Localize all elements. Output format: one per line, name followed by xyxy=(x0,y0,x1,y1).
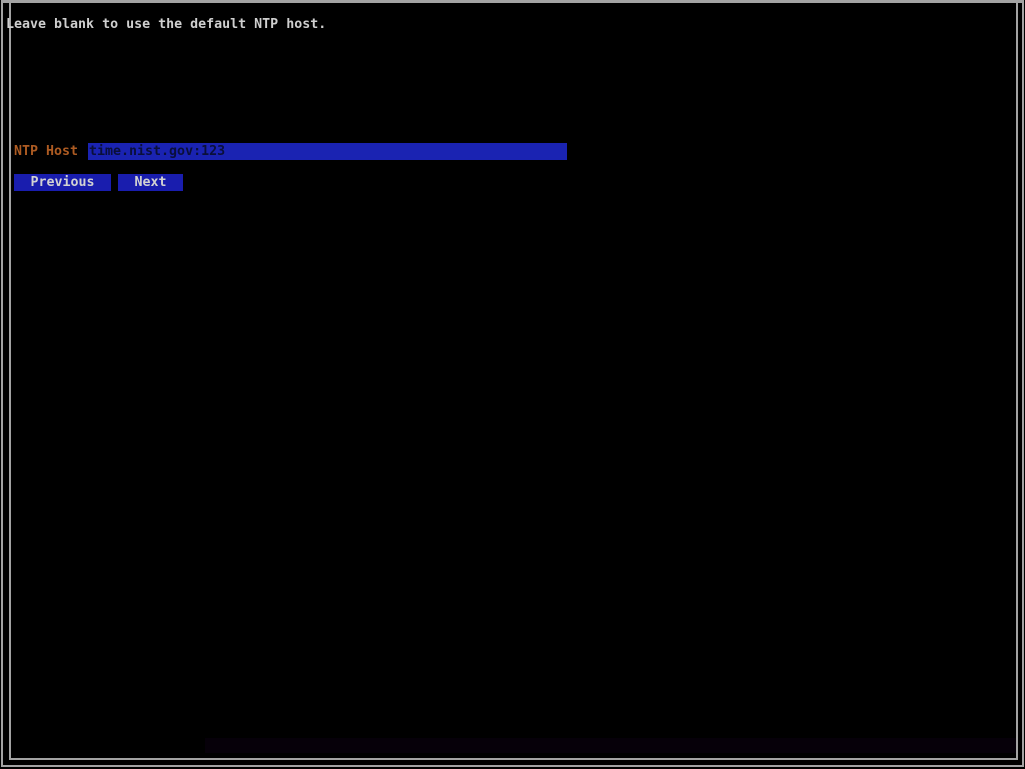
console-inner-frame xyxy=(9,3,1018,760)
instruction-text: Leave blank to use the default NTP host. xyxy=(6,17,327,32)
ntp-host-label: NTP Host xyxy=(14,144,79,159)
next-button[interactable]: Next xyxy=(118,174,183,191)
screen-glow-artifact xyxy=(205,738,1016,753)
ntp-host-input[interactable] xyxy=(88,143,567,160)
previous-button[interactable]: Previous xyxy=(14,174,111,191)
